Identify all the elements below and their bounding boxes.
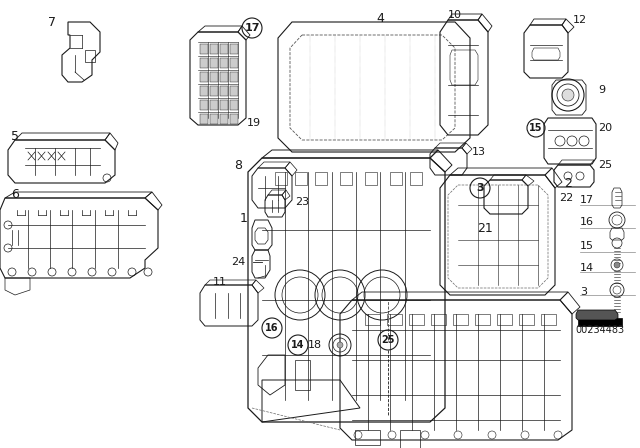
Polygon shape	[200, 100, 208, 110]
Polygon shape	[200, 86, 208, 96]
Polygon shape	[210, 44, 218, 54]
Polygon shape	[576, 310, 618, 320]
Polygon shape	[220, 100, 228, 110]
Text: 00234483: 00234483	[575, 325, 625, 335]
Polygon shape	[220, 44, 228, 54]
Polygon shape	[230, 86, 238, 96]
Polygon shape	[210, 100, 218, 110]
Text: 3: 3	[580, 287, 587, 297]
Polygon shape	[200, 44, 208, 54]
Text: 15: 15	[580, 241, 594, 251]
Polygon shape	[230, 58, 238, 68]
Text: 12: 12	[573, 15, 587, 25]
Text: 22: 22	[559, 193, 573, 203]
Text: 11: 11	[213, 277, 227, 287]
Text: 18: 18	[308, 340, 322, 350]
Circle shape	[562, 89, 574, 101]
Polygon shape	[220, 86, 228, 96]
Polygon shape	[220, 114, 228, 124]
Text: 20: 20	[598, 123, 612, 133]
Text: 14: 14	[580, 263, 594, 273]
Text: 14: 14	[291, 340, 305, 350]
Text: 13: 13	[472, 147, 486, 157]
Polygon shape	[210, 114, 218, 124]
Polygon shape	[230, 44, 238, 54]
Text: 16: 16	[580, 217, 594, 227]
Circle shape	[614, 262, 620, 268]
Polygon shape	[200, 114, 208, 124]
Text: 6: 6	[11, 188, 19, 201]
Text: 16: 16	[265, 323, 279, 333]
Text: 21: 21	[477, 221, 493, 234]
Text: 15: 15	[529, 123, 543, 133]
Text: 5: 5	[11, 129, 19, 142]
Polygon shape	[230, 114, 238, 124]
Text: 4: 4	[376, 12, 384, 25]
Polygon shape	[210, 72, 218, 82]
Polygon shape	[230, 72, 238, 82]
Text: 8: 8	[234, 159, 242, 172]
Text: 2: 2	[564, 177, 572, 190]
Polygon shape	[210, 58, 218, 68]
Text: 1: 1	[240, 211, 248, 224]
Text: 25: 25	[598, 160, 612, 170]
Text: 23: 23	[295, 197, 309, 207]
Circle shape	[337, 342, 343, 348]
Text: 17: 17	[580, 195, 594, 205]
Text: 19: 19	[247, 118, 261, 128]
Polygon shape	[220, 58, 228, 68]
Polygon shape	[210, 86, 218, 96]
Polygon shape	[200, 72, 208, 82]
Text: 17: 17	[244, 23, 260, 33]
Text: 7: 7	[48, 16, 56, 29]
Text: 10: 10	[448, 10, 462, 20]
Text: 3: 3	[476, 183, 484, 193]
Polygon shape	[200, 58, 208, 68]
Polygon shape	[220, 72, 228, 82]
Polygon shape	[578, 318, 622, 326]
Text: 9: 9	[598, 85, 605, 95]
Text: 24: 24	[231, 257, 245, 267]
Polygon shape	[230, 100, 238, 110]
Text: 25: 25	[381, 335, 395, 345]
